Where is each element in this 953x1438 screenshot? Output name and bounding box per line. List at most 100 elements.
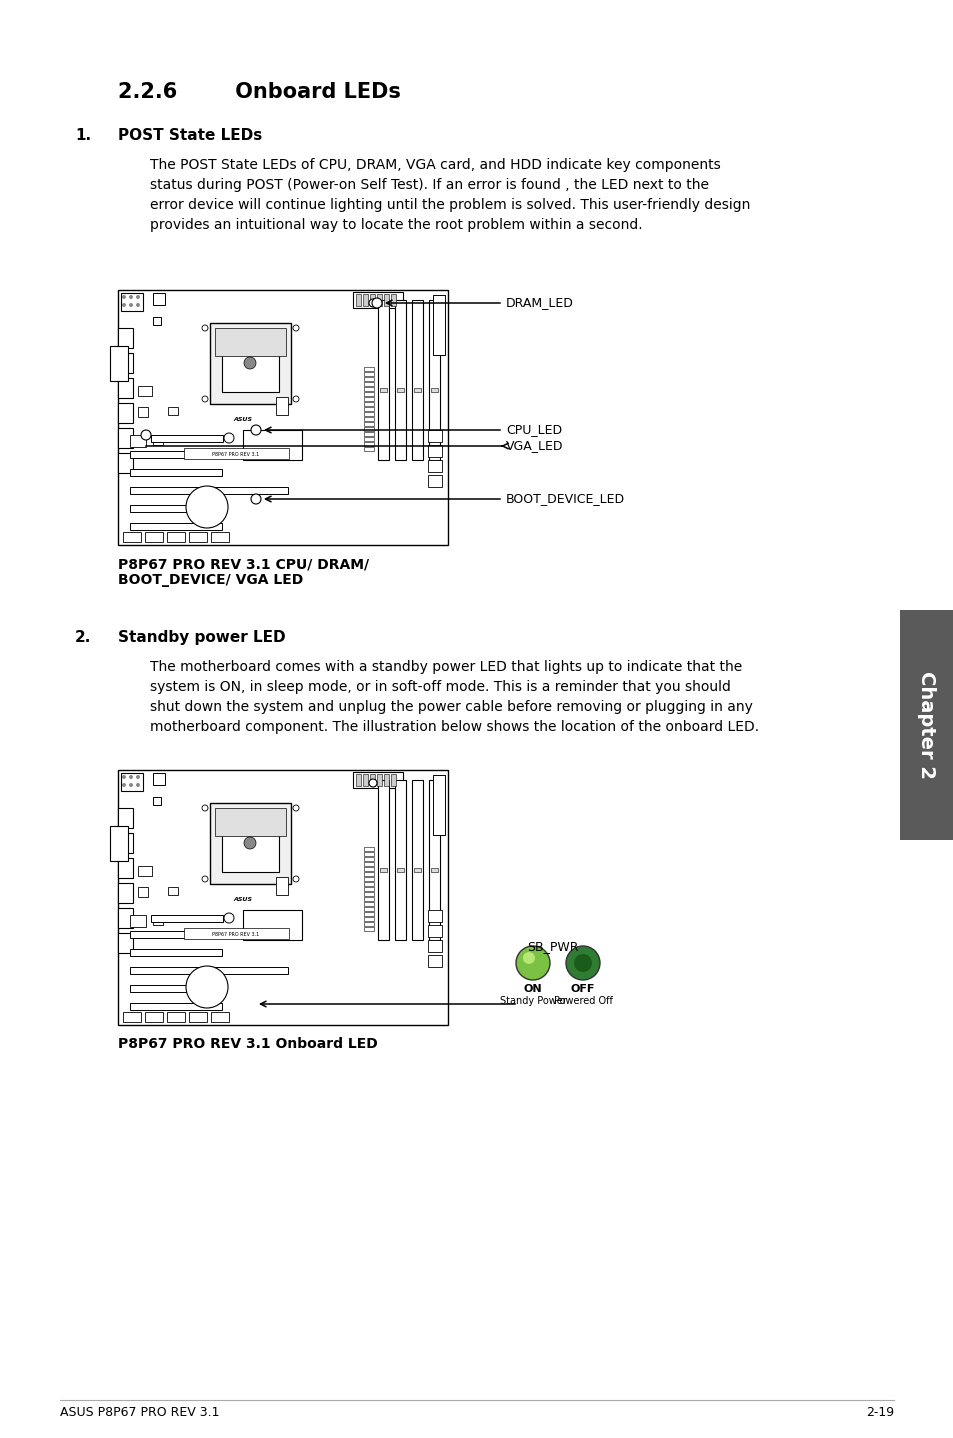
Bar bbox=[210, 802, 291, 884]
Bar bbox=[412, 301, 422, 460]
Bar bbox=[152, 293, 165, 305]
Bar bbox=[364, 377, 374, 381]
Bar bbox=[151, 436, 223, 441]
Circle shape bbox=[129, 303, 132, 306]
Circle shape bbox=[244, 357, 255, 370]
Circle shape bbox=[136, 775, 140, 779]
Bar bbox=[364, 928, 374, 930]
Bar bbox=[376, 293, 381, 306]
Bar bbox=[384, 293, 389, 306]
Circle shape bbox=[202, 805, 208, 811]
Bar bbox=[364, 397, 374, 401]
Bar bbox=[121, 774, 143, 791]
Bar bbox=[364, 437, 374, 441]
Text: ASUS: ASUS bbox=[233, 897, 252, 902]
Bar bbox=[376, 774, 381, 787]
Bar bbox=[364, 431, 374, 436]
Bar bbox=[168, 407, 178, 416]
Text: Chapter 2: Chapter 2 bbox=[917, 672, 936, 779]
Circle shape bbox=[516, 946, 550, 981]
Bar bbox=[364, 372, 374, 375]
Bar bbox=[433, 295, 444, 355]
Bar bbox=[152, 436, 163, 444]
Bar bbox=[214, 328, 286, 357]
Bar bbox=[138, 887, 148, 897]
Bar bbox=[118, 352, 132, 372]
Bar bbox=[123, 1012, 141, 1022]
Bar bbox=[364, 907, 374, 912]
Bar bbox=[355, 293, 360, 306]
Bar bbox=[118, 883, 132, 903]
Bar bbox=[211, 532, 229, 542]
Bar bbox=[364, 881, 374, 886]
Text: ASUS: ASUS bbox=[233, 417, 252, 421]
Bar bbox=[363, 293, 368, 306]
Bar bbox=[364, 413, 374, 416]
Bar bbox=[189, 532, 207, 542]
Bar bbox=[396, 869, 403, 871]
Bar bbox=[189, 1012, 207, 1022]
Text: 2.: 2. bbox=[75, 630, 91, 646]
Bar bbox=[428, 940, 441, 952]
Bar bbox=[152, 797, 161, 805]
Bar bbox=[130, 505, 222, 512]
Bar bbox=[210, 324, 291, 404]
Bar bbox=[364, 851, 374, 856]
Bar bbox=[363, 774, 368, 787]
Bar bbox=[151, 915, 223, 922]
Circle shape bbox=[129, 784, 132, 787]
Bar bbox=[377, 779, 389, 940]
Bar bbox=[364, 447, 374, 452]
Text: P8P67 PRO REV 3.1 CPU/ DRAM/: P8P67 PRO REV 3.1 CPU/ DRAM/ bbox=[118, 557, 369, 571]
Bar bbox=[130, 930, 288, 938]
Bar bbox=[428, 430, 441, 441]
Bar bbox=[211, 1012, 229, 1022]
Text: P8P67 PRO REV 3.1: P8P67 PRO REV 3.1 bbox=[213, 452, 259, 456]
Bar bbox=[428, 444, 441, 457]
Bar bbox=[130, 1002, 222, 1009]
Circle shape bbox=[565, 946, 599, 981]
Bar bbox=[167, 532, 185, 542]
Bar bbox=[428, 955, 441, 966]
Bar bbox=[364, 441, 374, 446]
Bar bbox=[428, 910, 441, 922]
Bar bbox=[391, 774, 395, 787]
Bar bbox=[110, 825, 128, 861]
Bar bbox=[364, 367, 374, 371]
Bar bbox=[152, 915, 163, 925]
Text: P8P67 PRO REV 3.1: P8P67 PRO REV 3.1 bbox=[213, 932, 259, 936]
Bar bbox=[379, 388, 387, 393]
Circle shape bbox=[251, 426, 261, 436]
Text: SB_PWR: SB_PWR bbox=[527, 940, 578, 953]
Circle shape bbox=[224, 913, 233, 923]
Circle shape bbox=[574, 953, 592, 972]
Bar bbox=[431, 388, 437, 393]
Circle shape bbox=[129, 775, 132, 779]
Bar bbox=[168, 887, 178, 894]
Circle shape bbox=[122, 775, 126, 779]
Circle shape bbox=[122, 784, 126, 787]
Bar bbox=[899, 610, 953, 840]
Circle shape bbox=[293, 805, 298, 811]
Bar bbox=[364, 922, 374, 926]
Bar bbox=[184, 449, 289, 459]
Bar bbox=[110, 347, 128, 381]
Bar bbox=[152, 774, 165, 785]
Bar bbox=[123, 532, 141, 542]
Circle shape bbox=[122, 295, 126, 299]
Bar bbox=[130, 469, 222, 476]
Bar bbox=[118, 833, 132, 853]
Text: The motherboard comes with a standby power LED that lights up to indicate that t: The motherboard comes with a standby pow… bbox=[150, 660, 759, 735]
Bar bbox=[396, 388, 403, 393]
Bar bbox=[138, 407, 148, 417]
Bar bbox=[364, 421, 374, 426]
Bar bbox=[364, 902, 374, 906]
Bar bbox=[118, 403, 132, 423]
Circle shape bbox=[293, 876, 298, 881]
Circle shape bbox=[122, 303, 126, 306]
Bar bbox=[364, 871, 374, 876]
Bar bbox=[364, 912, 374, 916]
Circle shape bbox=[369, 299, 376, 306]
Bar bbox=[364, 407, 374, 411]
Circle shape bbox=[293, 325, 298, 331]
